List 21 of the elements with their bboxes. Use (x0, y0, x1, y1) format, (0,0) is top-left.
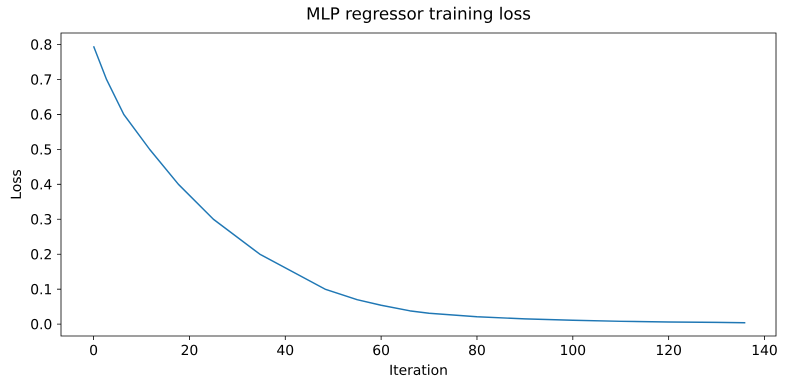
y-tick-label: 0.2 (31, 248, 51, 260)
x-tick-label: 100 (561, 344, 586, 356)
y-tick-label: 0.6 (31, 109, 52, 120)
x-axis-title: Iteration (390, 364, 447, 376)
x-tick-label: 40 (277, 344, 294, 356)
x-tick-label: 60 (373, 344, 390, 356)
line-series (92, 46, 746, 324)
x-tick-label: 80 (469, 344, 485, 356)
x-tick-label: 140 (752, 344, 777, 356)
y-tick-label: 0.5 (31, 144, 52, 155)
x-tick-label: 0 (90, 344, 98, 356)
chart-title: MLP regressor training loss (308, 6, 530, 23)
x-tick-label: 120 (656, 344, 681, 356)
y-tick-label: 0.8 (31, 39, 52, 50)
y-tick-label: 0.7 (31, 74, 52, 85)
y-tick-label: 0.4 (31, 179, 52, 190)
y-tick-label: 0.1 (31, 284, 52, 294)
y-tick-label: 0.3 (31, 214, 52, 225)
y-tick-label: 0.0 (31, 318, 52, 330)
y-axis-title: Loss (10, 170, 22, 198)
x-tick-label: 20 (182, 344, 198, 356)
